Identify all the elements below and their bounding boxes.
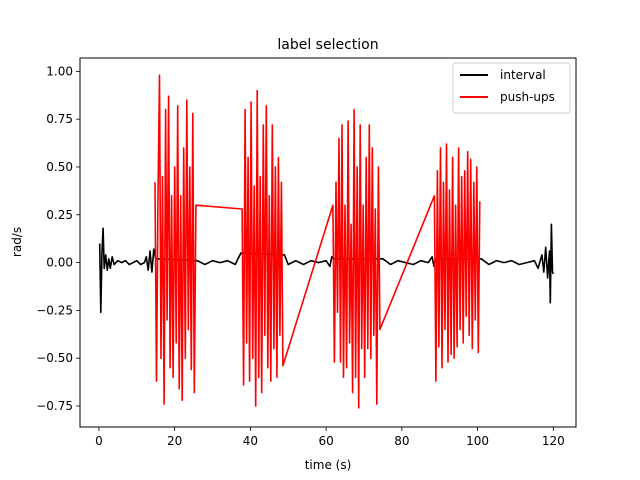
legend: interval push-ups <box>452 62 571 114</box>
series-line-push-ups <box>154 74 481 409</box>
series-layer <box>98 74 555 409</box>
x-tick-label: 20 <box>167 434 182 448</box>
legend-label-interval: interval <box>500 68 546 82</box>
y-tick-label: 0.00 <box>46 256 73 270</box>
series-line-interval <box>98 223 555 314</box>
x-tick-label: 80 <box>394 434 409 448</box>
y-tick-label: −0.25 <box>36 303 73 317</box>
y-tick-label: 0.25 <box>46 208 73 222</box>
x-axis: 0 20 40 60 80 100 120 <box>95 427 565 448</box>
legend-label-push-ups: push-ups <box>500 90 555 104</box>
x-tick-label: 60 <box>318 434 333 448</box>
y-tick-label: 0.50 <box>46 160 73 174</box>
y-axis-label: rad/s <box>10 227 24 257</box>
y-tick-label: 0.75 <box>46 112 73 126</box>
y-tick-label: −0.50 <box>36 351 73 365</box>
plot-frame <box>79 57 577 428</box>
x-tick-label: 100 <box>466 434 489 448</box>
x-axis-label: time (s) <box>305 458 352 472</box>
x-tick-label: 0 <box>95 434 103 448</box>
x-tick-label: 120 <box>542 434 565 448</box>
chart-title: label selection <box>277 37 378 53</box>
y-tick-label: −0.75 <box>36 399 73 413</box>
y-tick-label: 1.00 <box>46 64 73 78</box>
x-tick-label: 40 <box>243 434 258 448</box>
y-axis: −0.75 −0.50 −0.25 0.00 0.25 0.50 0.75 1.00 <box>36 64 80 413</box>
